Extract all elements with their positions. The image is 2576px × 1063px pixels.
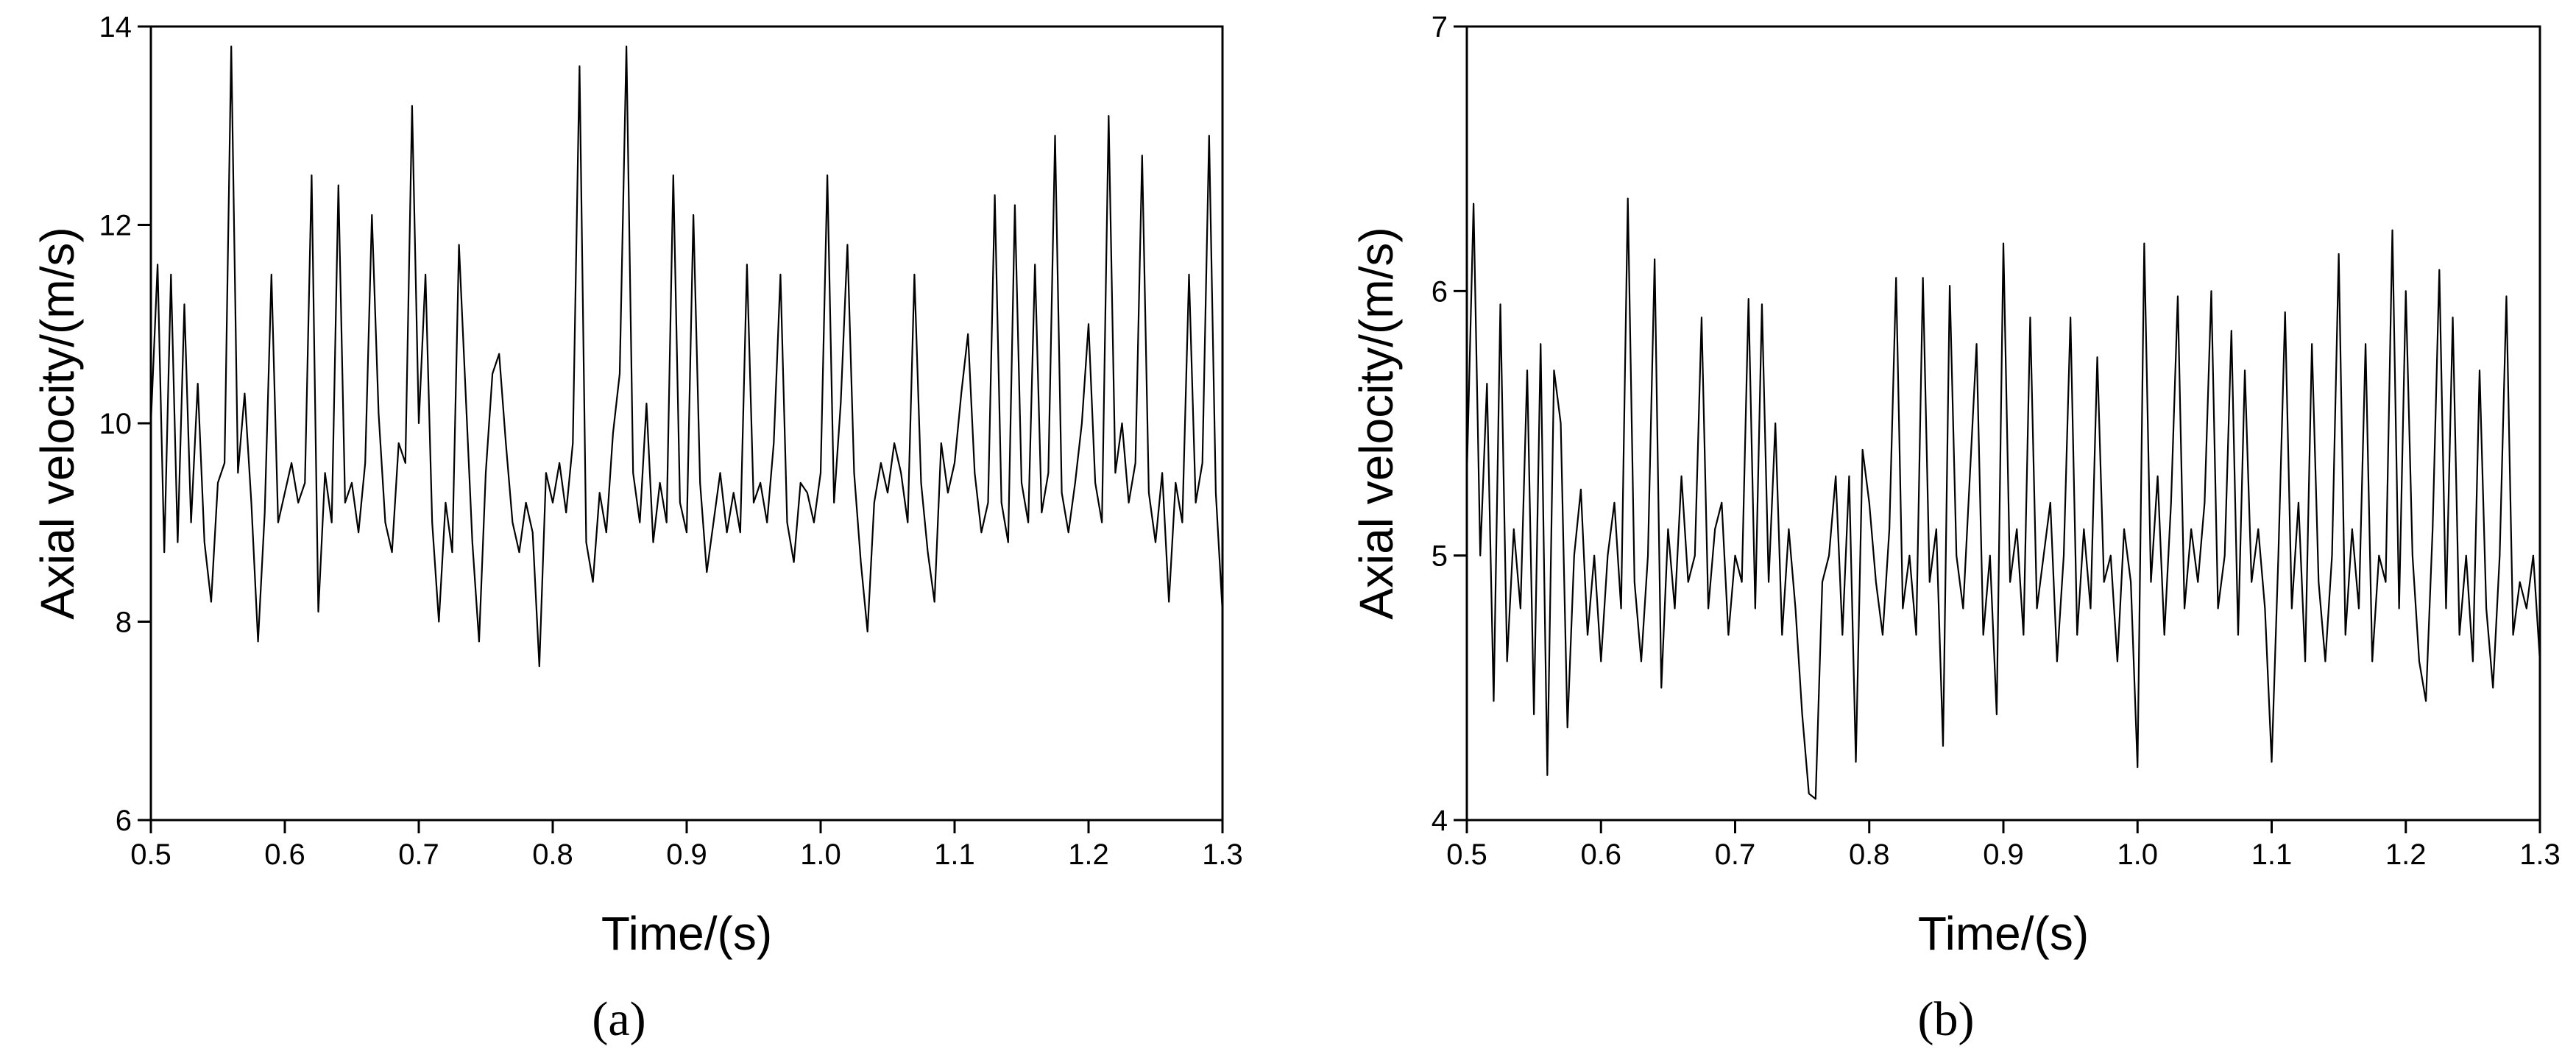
- x-axis-title: Time/(s): [1918, 907, 2089, 960]
- x-tick-label: 1.1: [934, 838, 975, 871]
- x-tick-label: 0.7: [398, 838, 439, 871]
- y-tick-label: 14: [99, 11, 132, 43]
- x-tick-label: 0.6: [1580, 838, 1621, 871]
- x-tick-label: 0.6: [264, 838, 305, 871]
- y-tick-label: 10: [99, 408, 132, 440]
- y-tick-label: 12: [99, 210, 132, 242]
- x-tick-label: 1.3: [1202, 838, 1243, 871]
- y-tick-label: 4: [1432, 805, 1448, 837]
- x-tick-label: 1.1: [2251, 838, 2293, 871]
- data-line: [149, 45, 1224, 668]
- y-tick-label: 6: [116, 805, 132, 837]
- x-tick-label: 1.0: [800, 838, 841, 871]
- x-tick-label: 0.7: [1715, 838, 1756, 871]
- plot-frame: [1465, 25, 2541, 822]
- x-tick-label: 0.8: [1849, 838, 1890, 871]
- x-tick-label: 1.3: [2519, 838, 2561, 871]
- panel-caption: (b): [1918, 992, 1975, 1046]
- x-tick-label: 1.2: [1068, 838, 1109, 871]
- data-line: [1465, 197, 2541, 800]
- y-tick-label: 5: [1432, 540, 1448, 573]
- panel-caption: (a): [592, 992, 645, 1046]
- x-tick-label: 0.5: [130, 838, 171, 871]
- x-tick-label: 0.9: [1983, 838, 2024, 871]
- x-tick-label: 1.0: [2117, 838, 2158, 871]
- x-tick-label: 0.9: [666, 838, 707, 871]
- x-tick-label: 0.8: [532, 838, 573, 871]
- y-tick-label: 8: [116, 607, 132, 639]
- y-axis-title: Axial velocity/(m/s): [31, 227, 84, 619]
- y-tick-label: 6: [1432, 275, 1448, 308]
- y-tick-label: 7: [1432, 11, 1448, 43]
- plot-frame: [149, 25, 1224, 822]
- x-tick-label: 0.5: [1446, 838, 1487, 871]
- x-tick-label: 1.2: [2385, 838, 2427, 871]
- x-axis-title: Time/(s): [601, 907, 772, 960]
- y-axis-title: Axial velocity/(m/s): [1350, 227, 1403, 619]
